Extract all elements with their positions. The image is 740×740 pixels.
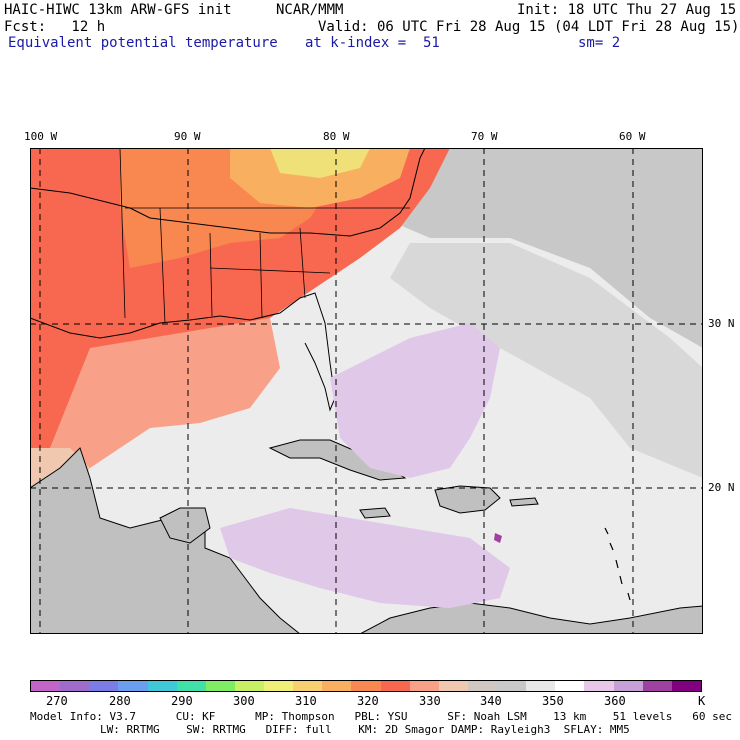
map-border xyxy=(30,148,703,634)
smoothing-value: sm= 2 xyxy=(578,35,621,51)
init-time: Init: 18 UTC Thu 27 Aug 15 xyxy=(517,2,737,18)
map-panel xyxy=(30,148,703,634)
lat-label-30n: 30 N xyxy=(708,317,735,330)
colorbar-swatch xyxy=(642,681,672,691)
colorbar-swatch xyxy=(205,681,235,691)
colorbar-label-280: 280 xyxy=(109,694,131,708)
theta-e-map xyxy=(30,148,703,634)
moist-region-caribbean xyxy=(220,508,510,608)
colorbar xyxy=(30,680,702,692)
colorbar-swatch xyxy=(264,681,294,691)
colorbar-swatch xyxy=(118,681,148,691)
colorbar-label-340: 340 xyxy=(480,694,502,708)
cooler-airmass-yellow xyxy=(270,148,370,178)
colorbar-label-360: 360 xyxy=(604,694,626,708)
institution-label: NCAR/MMM xyxy=(276,2,344,18)
colorbar-swatch xyxy=(438,681,468,691)
colorbar-swatch xyxy=(380,681,410,691)
colorbar-label-330: 330 xyxy=(419,694,441,708)
moist-region-north xyxy=(330,323,500,478)
model-title: HAIC-HIWC 13km ARW-GFS init xyxy=(4,2,232,18)
colorbar-swatch xyxy=(351,681,381,691)
south-america-coast xyxy=(359,602,703,634)
lon-label-70w: 70 W xyxy=(471,130,498,143)
colorbar-swatch xyxy=(613,681,643,691)
colorbar-swatch xyxy=(293,681,323,691)
high-theta-spot xyxy=(494,533,502,543)
colorbar-label-270: 270 xyxy=(46,694,68,708)
colorbar-swatch xyxy=(31,681,61,691)
lat-label-20n: 20 N xyxy=(708,481,735,494)
model-info-line1: Model Info: V3.7 CU: KF MP: Thompson PBL… xyxy=(30,710,732,723)
colorbar-swatch xyxy=(555,681,585,691)
colorbar-label-300: 300 xyxy=(233,694,255,708)
colorbar-label-310: 310 xyxy=(295,694,317,708)
colorbar-swatch xyxy=(497,681,527,691)
level-index: at k-index = 51 xyxy=(305,35,440,51)
valid-time: Valid: 06 UTC Fri 28 Aug 15 (04 LDT Fri … xyxy=(318,19,740,35)
colorbar-swatch xyxy=(409,681,439,691)
lon-label-90w: 90 W xyxy=(174,130,201,143)
colorbar-swatch xyxy=(322,681,352,691)
atlantic-gray-band xyxy=(360,148,703,348)
us-coastline xyxy=(30,148,426,237)
colorbar-swatch xyxy=(89,681,119,691)
colorbar-label-320: 320 xyxy=(357,694,379,708)
colorbar-swatch xyxy=(467,681,497,691)
lesser-antilles xyxy=(604,527,631,601)
lon-label-60w: 60 W xyxy=(619,130,646,143)
colorbar-swatch xyxy=(584,681,614,691)
colorbar-swatch xyxy=(147,681,177,691)
colorbar-unit: K xyxy=(698,694,706,708)
jamaica-island xyxy=(359,507,391,519)
field-name: Equivalent potential temperature xyxy=(8,35,278,51)
state-boundaries xyxy=(119,148,410,324)
mexico-land xyxy=(30,448,300,634)
colorbar-swatch xyxy=(176,681,206,691)
colorbar-label-350: 350 xyxy=(542,694,564,708)
colorbar-swatch xyxy=(234,681,264,691)
lon-label-100w: 100 W xyxy=(24,130,58,143)
colorbar-swatch xyxy=(671,681,701,691)
gulf-coastline xyxy=(30,292,336,412)
colorbar-label-290: 290 xyxy=(171,694,193,708)
puerto-rico-island xyxy=(509,497,539,507)
yucatan-peninsula xyxy=(159,507,211,544)
lon-label-80w: 80 W xyxy=(323,130,350,143)
cuba-island xyxy=(268,439,407,481)
colorbar-swatch xyxy=(526,681,556,691)
graticule xyxy=(30,148,703,634)
forecast-hour: Fcst: 12 h xyxy=(4,19,106,35)
gulf-transition-salmon xyxy=(50,318,280,488)
model-info-line2: LW: RRTMG SW: RRTMG DIFF: full KM: 2D Sm… xyxy=(100,723,630,736)
colorbar-swatch xyxy=(60,681,90,691)
atlantic-light-band xyxy=(390,243,703,478)
